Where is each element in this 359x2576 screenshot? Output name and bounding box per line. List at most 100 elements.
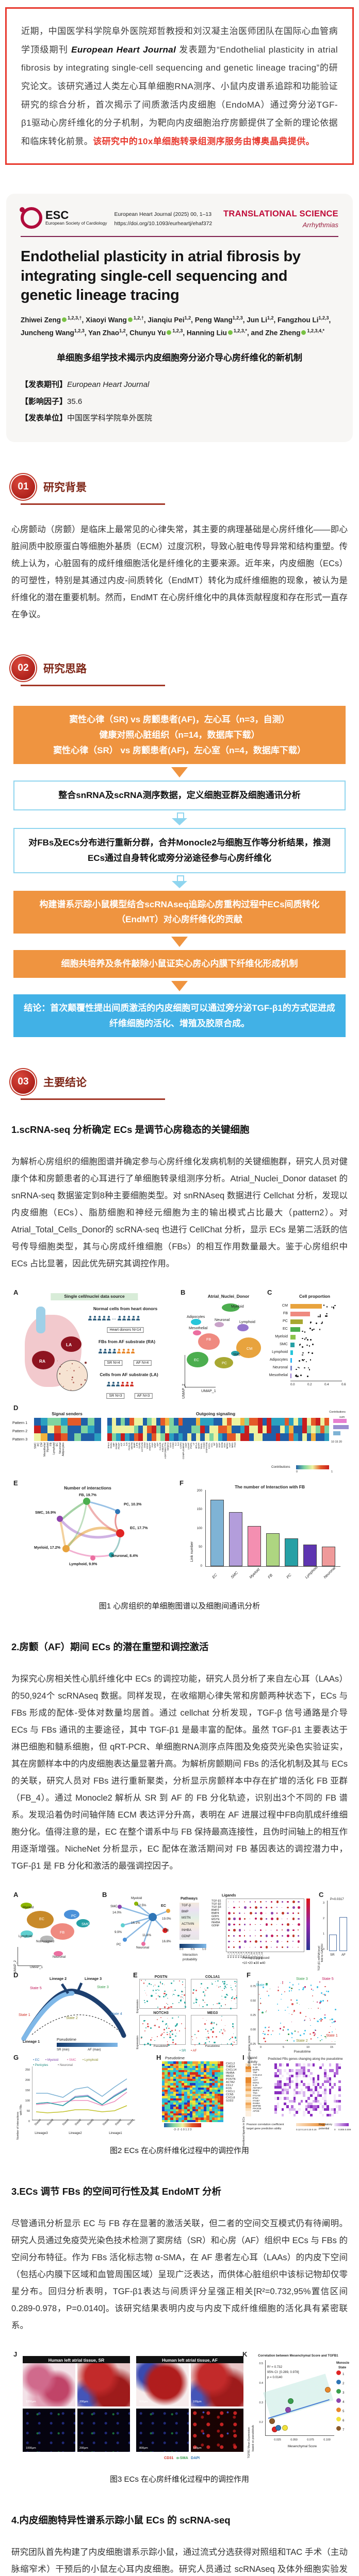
fig-label: SR (min)	[57, 2048, 70, 2052]
fig-label: Adipocytes	[187, 1314, 205, 1319]
fig-label: K	[242, 2350, 248, 2359]
orcid-icon	[62, 317, 67, 323]
list-item: Adipocytes	[62, 1443, 65, 1456]
figure-2: TGF-β1 TGF-β2 TGF-β3 BMP2 BMP4 GDF5 MSTN INHBA G…	[9, 1890, 351, 2148]
intro-highlight-box: 近期，中国医学科学院阜外医院郑哲教授和刘汉凝主治医师团队在国际心血管病学顶级期刊…	[5, 7, 354, 165]
fig-label: Correlation between Mesenchymal Score an…	[258, 2354, 338, 2358]
fig-label: Lineage1	[109, 2131, 122, 2136]
fig-label: 1000μm	[26, 2400, 36, 2404]
fig-label: Lymphoid	[272, 1349, 288, 1354]
dotplot-color-scale	[306, 1899, 310, 1951]
fig-label: 0	[334, 2128, 336, 2131]
fig-label: Predicted FBs genes changing along the p…	[268, 2057, 343, 2061]
interaction-probability-scale	[180, 1944, 206, 1948]
fig-label: State 5	[322, 1976, 334, 1981]
fig-label: MEG3	[207, 2010, 218, 2015]
list-item: FOS	[226, 2087, 232, 2091]
author-name: Hanning Liu	[186, 329, 227, 337]
umap-cluster-lymphoid	[237, 1324, 249, 1332]
fig-label: α-SMA	[176, 2455, 188, 2461]
list-item: INHBA	[226, 2072, 235, 2075]
state3-dot	[336, 2389, 341, 2394]
esc-acronym: ESC	[45, 208, 69, 222]
fig-label: PC	[71, 1913, 76, 1919]
esc-logo: ESC European Society of Cardiology	[20, 207, 107, 229]
fig-label: FB	[164, 1928, 169, 1933]
fig-label: 11.8%	[142, 1934, 152, 1938]
col1a1-panel	[191, 1979, 238, 2009]
fig-label: C	[267, 1289, 272, 1297]
person-icon	[99, 1349, 102, 1354]
pathway-band	[180, 1903, 199, 1940]
sender-column-labels: SMC PC CM Mesothelial Myeloid FB Lymphoid EC Neu…	[34, 1443, 65, 1456]
fig-label: AF N=4	[133, 1360, 152, 1366]
list-item: TGF-β1	[211, 1900, 221, 1903]
umap2-lymphoid	[21, 1930, 33, 1938]
list-item: ADAM17	[253, 2087, 263, 2090]
fig-label: 0.100	[323, 2438, 331, 2442]
fig-label: target gene prediction ability	[247, 2127, 282, 2131]
fig-label: Contributions	[271, 1465, 290, 1469]
bar	[290, 1312, 311, 1317]
list-item: EDN1	[253, 2081, 259, 2084]
fig-label: Lineage3	[35, 2131, 48, 2136]
list-item: PIK3CB	[253, 2107, 262, 2110]
fig-label: 3	[342, 2391, 345, 2395]
person-icon	[117, 1349, 121, 1354]
fig-label: FB	[267, 1573, 274, 1580]
fig-label: EC	[194, 1358, 199, 1363]
person-icon	[108, 1349, 111, 1354]
fig-label: Prioritized ligands in ECs	[242, 2117, 246, 2148]
person-icon	[112, 1349, 116, 1354]
person-icon	[107, 1316, 110, 1321]
section-title: 研究思路	[43, 663, 87, 675]
fig-label: State	[338, 2366, 347, 2370]
citation-line: European Heart Journal (2025) 00, 1–13	[114, 211, 212, 217]
fig-label: 150	[197, 1507, 202, 1512]
fig-label: 100μm	[193, 2447, 202, 2450]
list-item: GDNF	[211, 1924, 220, 1928]
fig-label: FB	[60, 1930, 65, 1935]
fig-label: • Lymphoid	[83, 2058, 99, 2062]
fig-label: Mesothelial	[269, 1372, 288, 1378]
list-item: ITGAM	[253, 2094, 260, 2097]
fig-label: 50	[199, 1545, 202, 1549]
umap-cluster-myeloid	[222, 1303, 239, 1312]
orcid-icon	[167, 330, 172, 335]
fig-label: 100	[197, 1527, 202, 1531]
list-item: IFNG	[253, 2097, 258, 2100]
fig-label: EC, 17.7%	[130, 1526, 148, 1531]
fig-label: 0.00	[250, 2028, 256, 2032]
bar	[303, 1545, 317, 1567]
fig-label: •10 •20 ●30 ●40	[242, 1961, 266, 1965]
paper-meta: 【发表期刊】European Heart Journal 【影响因子】35.6 …	[21, 377, 338, 427]
fig-label: UMAP_2	[181, 1384, 186, 1399]
fig-label: SMC	[233, 1353, 240, 1357]
fig-label: Neuronal	[53, 1955, 66, 1959]
person-icon	[107, 1382, 110, 1387]
fig-label: Pseudotime	[293, 2050, 311, 2054]
fig-label: Heart donors N=14	[107, 1327, 144, 1333]
contributions-gradient-legend	[296, 1465, 329, 1470]
finding-1-paragraph: 为解析心房组织的细胞图谱并确定参与心房纤维化发病机制的关键细胞群，研究人员对健康…	[11, 1157, 348, 1269]
fig-label: 800μm	[139, 2400, 148, 2404]
fig-label: Pseudotime	[153, 2045, 169, 2048]
bar	[322, 1546, 335, 1567]
pearson-scale	[296, 2123, 325, 2127]
person-icon	[126, 1349, 130, 1354]
ligand-dotplot	[226, 1899, 304, 1953]
fig-label: FBs from AF substrate (RA)	[99, 1339, 155, 1345]
fig-label: TGF-β	[182, 1904, 191, 1908]
fig-label: 0.0	[290, 1383, 295, 1387]
fig-label: P=0.0317	[330, 1897, 344, 1902]
fig-label: UMAP_1	[30, 1965, 43, 1970]
fig-label: Monocle	[336, 2361, 350, 2365]
banner-subtitle: Arrhythmias	[302, 221, 338, 229]
fig-label: NotAssigned	[36, 1940, 55, 1944]
list-item: INHBA	[253, 2102, 260, 2105]
esc-heart-icon	[20, 207, 42, 229]
background-paragraph: 心房颤动（房颤）是临床上最常见的心律失常，其主要的病理基础是心房纤维化——即心脏…	[11, 525, 348, 620]
figure-3-caption: 图3 ECs 在心房纤维化过程中的调控作用	[109, 2475, 250, 2484]
sr-histology-low	[23, 2363, 75, 2407]
fig-label: Lineage 1	[23, 2039, 40, 2044]
